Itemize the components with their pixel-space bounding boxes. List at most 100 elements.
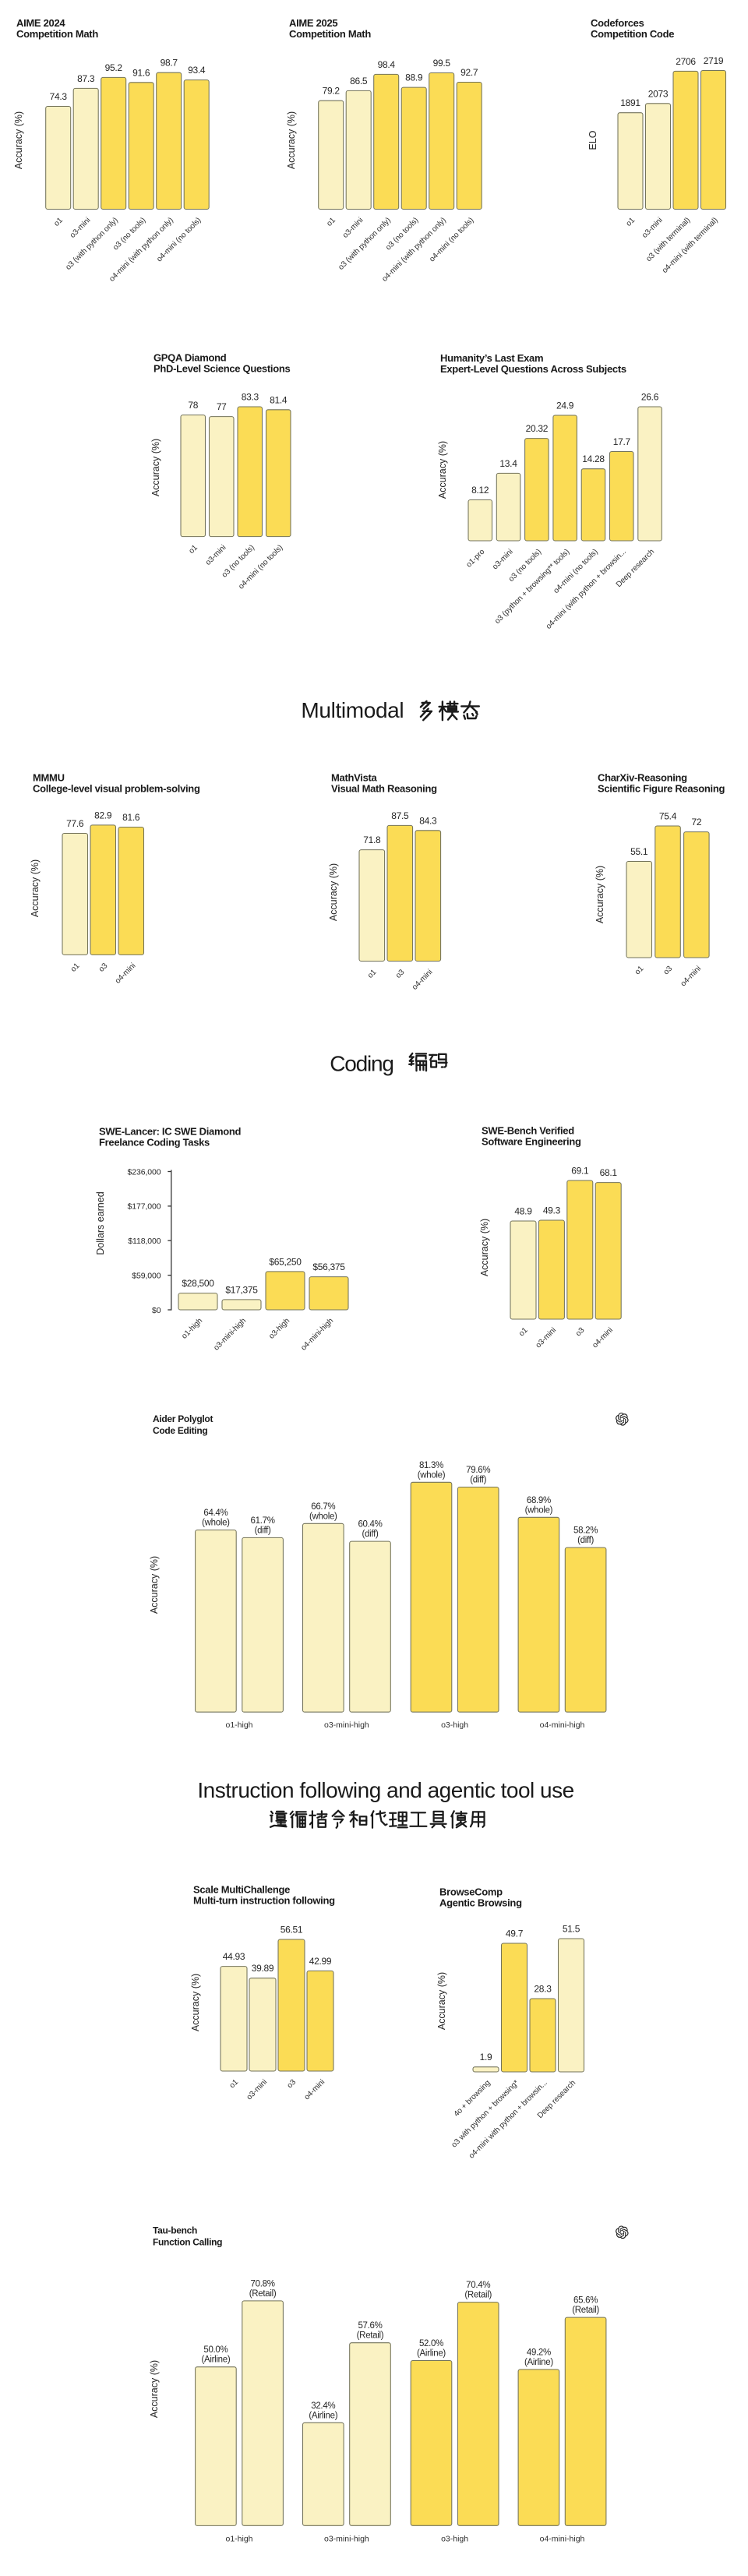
svg-text:58.2%: 58.2% [573, 1526, 598, 1536]
svg-text:o3-high: o3-high [441, 1720, 468, 1730]
svg-text:70.8%: 70.8% [251, 2279, 275, 2288]
svg-text:68.1: 68.1 [600, 1167, 618, 1178]
svg-text:(Retail): (Retail) [572, 2306, 599, 2315]
svg-text:o4-mini: o4-mini [591, 1326, 614, 1350]
svg-text:99.5: 99.5 [433, 58, 451, 69]
svg-text:65.6%: 65.6% [573, 2296, 598, 2306]
svg-text:SWE-Bench Verified: SWE-Bench Verified [482, 1125, 574, 1137]
svg-text:(Retail): (Retail) [464, 2291, 492, 2300]
svg-text:o3-high: o3-high [267, 1317, 291, 1341]
svg-text:o3: o3 [97, 962, 110, 974]
svg-text:o1: o1 [52, 216, 65, 228]
svg-text:32.4%: 32.4% [311, 2401, 335, 2411]
svg-text:Accuracy (%): Accuracy (%) [190, 1974, 201, 2031]
svg-text:(Airline): (Airline) [417, 2349, 446, 2359]
svg-text:77.6: 77.6 [66, 818, 84, 829]
svg-text:26.6: 26.6 [641, 392, 659, 403]
svg-text:(diff): (diff) [255, 1526, 271, 1535]
svg-text:72: 72 [692, 817, 702, 827]
svg-text:Agentic Browsing: Agentic Browsing [439, 1897, 522, 1909]
svg-text:69.1: 69.1 [571, 1166, 589, 1177]
svg-text:71.8: 71.8 [363, 835, 381, 845]
svg-text:55.1: 55.1 [630, 846, 648, 857]
svg-text:Freelance Coding Tasks: Freelance Coding Tasks [99, 1137, 210, 1149]
svg-text:CharXiv-Reasoning: CharXiv-Reasoning [598, 772, 687, 784]
svg-text:Accuracy (%): Accuracy (%) [479, 1219, 490, 1276]
svg-text:68.9%: 68.9% [527, 1496, 551, 1505]
svg-text:AIME 2024: AIME 2024 [16, 17, 65, 29]
svg-text:o1: o1 [517, 1325, 530, 1338]
svg-text:77: 77 [217, 401, 227, 412]
svg-text:(whole): (whole) [202, 1519, 230, 1528]
svg-text:o4-mini (with terminal): o4-mini (with terminal) [661, 216, 720, 275]
svg-text:o3-mini: o3-mini [535, 1326, 558, 1350]
svg-text:28.3: 28.3 [534, 1984, 552, 1995]
svg-text:49.2%: 49.2% [527, 2348, 551, 2357]
svg-text:o3-high: o3-high [441, 2535, 468, 2544]
svg-text:o1-pro: o1-pro [465, 547, 487, 569]
svg-text:o1-high: o1-high [180, 1317, 204, 1341]
svg-text:(whole): (whole) [525, 1505, 553, 1515]
svg-text:o4-mini: o4-mini [114, 962, 137, 985]
svg-text:Competition Math: Competition Math [16, 28, 98, 40]
svg-text:Instruction following and agen: Instruction following and agentic tool u… [197, 1778, 573, 1802]
svg-text:39.89: 39.89 [252, 1963, 274, 1974]
svg-text:86.5: 86.5 [350, 76, 368, 86]
svg-text:95.2: 95.2 [105, 62, 123, 73]
svg-text:Codeforces: Codeforces [591, 17, 644, 29]
svg-text:44.93: 44.93 [223, 1951, 245, 1962]
svg-text:o3-mini-high: o3-mini-high [212, 1317, 248, 1353]
svg-text:56.51: 56.51 [280, 1925, 303, 1936]
svg-text:PhD-Level Science Questions: PhD-Level Science Questions [153, 363, 290, 375]
svg-text:o3 (with python only): o3 (with python only) [64, 216, 120, 272]
svg-text:o3-mini: o3-mini [491, 548, 514, 571]
svg-text:81.6: 81.6 [122, 812, 140, 823]
svg-text:82.9: 82.9 [94, 810, 112, 820]
svg-text:2706: 2706 [676, 56, 696, 67]
svg-text:(Airline): (Airline) [201, 2355, 230, 2365]
svg-text:75.4: 75.4 [659, 811, 677, 822]
svg-text:91.6: 91.6 [132, 67, 150, 78]
svg-text:Multimodal: Multimodal [301, 698, 404, 722]
svg-text:o3-mini-high: o3-mini-high [324, 1720, 369, 1730]
svg-text:Dollars earned: Dollars earned [95, 1191, 106, 1254]
svg-text:Coding: Coding [330, 1051, 393, 1075]
svg-text:Scientific Figure Reasoning: Scientific Figure Reasoning [598, 783, 725, 795]
svg-text:o3-mini: o3-mini [245, 2078, 269, 2101]
svg-text:o1: o1 [69, 962, 82, 974]
svg-text:98.7: 98.7 [161, 58, 178, 69]
svg-text:Function Calling: Function Calling [153, 2237, 222, 2248]
svg-text:o4-mini-high: o4-mini-high [540, 2535, 585, 2544]
svg-text:2073: 2073 [648, 88, 669, 99]
svg-text:o3: o3 [394, 968, 407, 980]
svg-text:ELO: ELO [587, 130, 598, 150]
svg-text:57.6%: 57.6% [358, 2321, 382, 2331]
svg-text:College-level visual problem-s: College-level visual problem-solving [33, 783, 200, 795]
svg-text:Tau-bench: Tau-bench [153, 2225, 197, 2236]
svg-text:52.0%: 52.0% [419, 2339, 443, 2348]
svg-text:o1: o1 [325, 216, 337, 228]
svg-text:Accuracy (%): Accuracy (%) [30, 859, 41, 917]
svg-text:$177,000: $177,000 [128, 1202, 161, 1212]
svg-text:o3-mini: o3-mini [341, 216, 365, 239]
svg-text:87.3: 87.3 [77, 73, 95, 84]
svg-text:93.4: 93.4 [188, 65, 206, 76]
svg-text:$236,000: $236,000 [128, 1167, 161, 1177]
svg-text:8.12: 8.12 [471, 485, 489, 496]
svg-text:Software Engineering: Software Engineering [482, 1136, 581, 1148]
svg-text:83.3: 83.3 [242, 392, 259, 403]
svg-text:(Retail): (Retail) [249, 2289, 277, 2299]
svg-text:49.3: 49.3 [543, 1205, 561, 1216]
svg-text:AIME 2025: AIME 2025 [289, 17, 337, 29]
svg-text:17.7: 17.7 [613, 436, 631, 447]
svg-text:o3-mini-high: o3-mini-high [324, 2535, 369, 2544]
svg-text:84.3: 84.3 [419, 815, 437, 826]
svg-text:(Airline): (Airline) [524, 2358, 553, 2367]
svg-text:Accuracy (%): Accuracy (%) [13, 111, 24, 169]
svg-text:Accuracy (%): Accuracy (%) [150, 439, 161, 496]
svg-text:(whole): (whole) [418, 1470, 446, 1480]
svg-text:13.4: 13.4 [499, 458, 517, 469]
svg-text:o3: o3 [662, 964, 675, 976]
svg-text:42.99: 42.99 [309, 1956, 332, 1967]
svg-text:o1-high: o1-high [225, 2535, 252, 2544]
